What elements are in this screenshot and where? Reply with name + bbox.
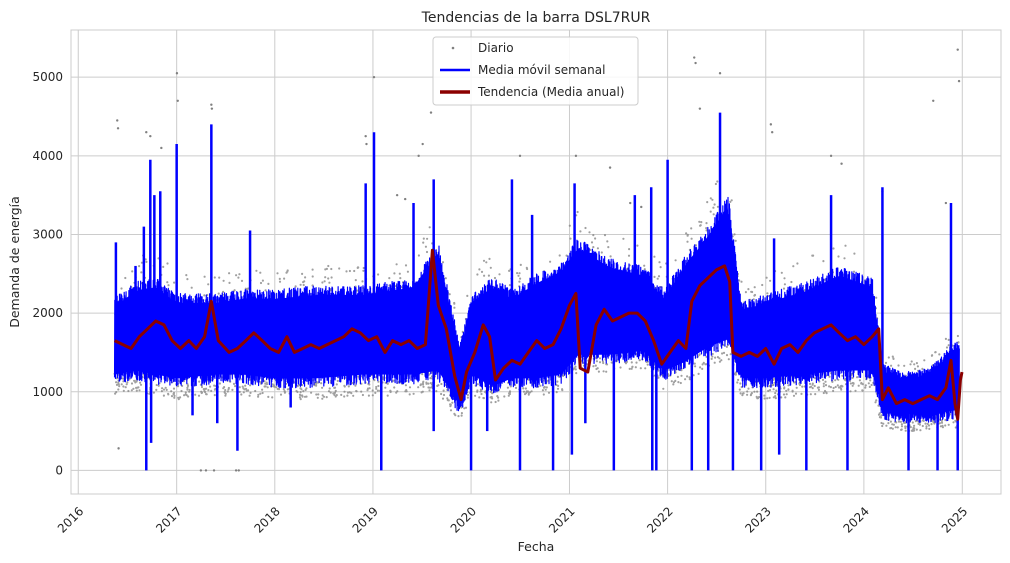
daily-outlier-point xyxy=(718,72,722,75)
daily-outlier-point xyxy=(149,134,152,138)
daily-outlier-point xyxy=(693,56,696,59)
daily-outlier-point xyxy=(829,154,833,158)
daily-outlier-point xyxy=(160,146,163,150)
daily-outlier-point xyxy=(608,166,612,169)
daily-outlier-point xyxy=(694,61,697,65)
legend-box xyxy=(432,36,639,106)
daily-outlier-point xyxy=(199,469,203,472)
daily-outlier-point xyxy=(212,469,216,472)
daily-outlier-point xyxy=(210,107,214,110)
daily-outlier-point xyxy=(395,193,399,197)
daily-outlier-point xyxy=(769,123,773,126)
daily-outlier-point xyxy=(116,119,119,122)
daily-outlier-point xyxy=(145,131,148,134)
y-tick-label: 5000 xyxy=(32,70,63,84)
weekly-average-band xyxy=(114,207,960,414)
y-tick-label: 0 xyxy=(55,463,63,477)
daily-outlier-point xyxy=(518,154,522,158)
plot-frame xyxy=(70,29,1002,495)
daily-outlier-point xyxy=(956,48,959,51)
legend-label-tendencia: Tendencia (Media anual) xyxy=(477,85,624,99)
x-axis-title: Fecha xyxy=(518,539,555,554)
data-layer xyxy=(113,48,964,472)
daily-outlier-point xyxy=(429,111,433,114)
chart-title: Tendencias de la barra DSL7RUR xyxy=(421,10,651,26)
daily-outlier-point xyxy=(364,134,367,138)
y-tick-label: 2000 xyxy=(32,306,63,320)
daily-outlier-point xyxy=(176,99,179,102)
legend: Diario Media móvil semanal Tendencia (Me… xyxy=(432,36,639,106)
y-axis-title: Demanda de energía xyxy=(7,196,22,328)
daily-outlier-point xyxy=(204,469,208,472)
daily-outlier-point xyxy=(574,154,578,158)
daily-outlier-point xyxy=(698,107,702,110)
daily-outlier-point xyxy=(210,103,213,106)
daily-outlier-point xyxy=(365,142,368,146)
daily-outlier-point xyxy=(421,142,424,146)
daily-outlier-point xyxy=(372,75,376,79)
daily-outlier-point xyxy=(117,447,120,450)
y-tick-label: 4000 xyxy=(32,149,63,163)
daily-outlier-point xyxy=(234,469,238,472)
daily-outlier-point xyxy=(640,205,643,209)
y-tick-label: 1000 xyxy=(32,385,63,399)
daily-outlier-point xyxy=(237,469,240,472)
y-tick-labels: 0 1000 2000 3000 4000 5000 xyxy=(32,70,63,477)
daily-outlier-point xyxy=(957,79,961,83)
daily-outlier-point xyxy=(175,72,179,75)
daily-outlier-point xyxy=(944,201,948,205)
daily-outlier-point xyxy=(629,201,632,205)
legend-label-diario: Diario xyxy=(478,41,514,55)
daily-outlier-point xyxy=(417,154,420,158)
legend-label-media-movil: Media móvil semanal xyxy=(478,63,605,77)
y-tick-label: 3000 xyxy=(32,227,63,241)
daily-outlier-point xyxy=(403,197,407,201)
legend-swatch-diario xyxy=(451,46,455,50)
daily-outlier-point xyxy=(840,162,843,165)
daily-outlier-point xyxy=(932,99,935,102)
plot-area xyxy=(71,30,1001,494)
daily-outlier-point xyxy=(770,131,774,134)
daily-outlier-point xyxy=(116,127,120,130)
annual-trend-line xyxy=(113,248,964,421)
